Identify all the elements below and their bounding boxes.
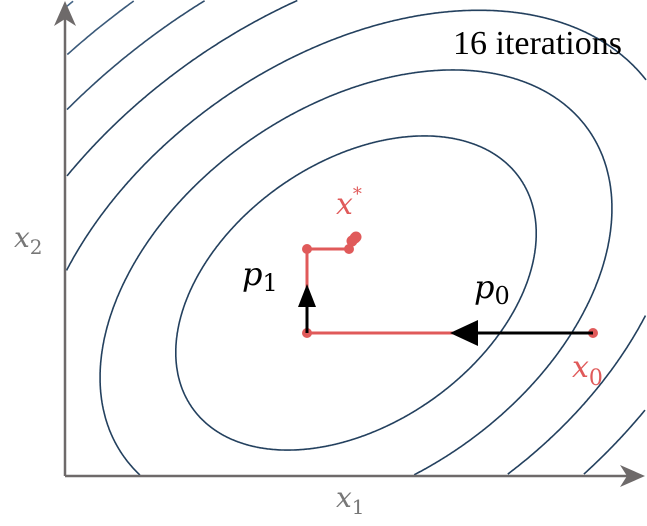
step1-label: p1 [242, 255, 278, 297]
contour-line [66, 0, 74, 7]
iterations-annotation: 16 iterations [453, 25, 622, 62]
optimum-label: x* [336, 184, 362, 222]
step0-label: p0 [474, 268, 510, 310]
iterate-point [344, 244, 354, 254]
iterate-point [302, 244, 312, 254]
optimum-point [350, 231, 362, 243]
step1-arrowhead-icon [298, 284, 316, 307]
contour-line [66, 0, 206, 111]
x1-axis-arrow-icon [620, 465, 645, 487]
start-point-label: x0 [572, 350, 603, 391]
step0-arrowhead-icon [450, 320, 478, 346]
x2-axis-label: x2 [14, 221, 43, 259]
x2-axis-arrow-icon [54, 1, 76, 26]
contour-line [66, 0, 646, 475]
x1-axis-label: x1 [336, 481, 365, 519]
contour-line [175, 135, 537, 451]
contour-line [66, 0, 135, 56]
iteration-path [302, 231, 598, 338]
contour-line [99, 69, 613, 476]
contour-lines [65, 0, 647, 476]
contour-line [65, 9, 647, 475]
